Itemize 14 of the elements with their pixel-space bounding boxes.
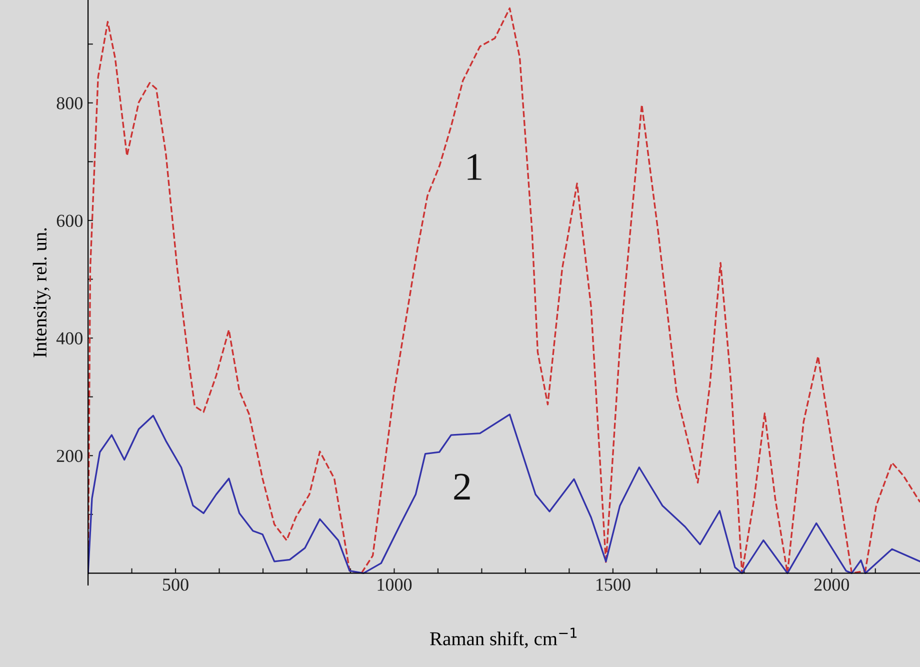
- line-series: [88, 414, 920, 574]
- x-tick-label: 2000: [814, 578, 850, 591]
- y-tick-label: 200: [56, 450, 82, 462]
- y-tick-label: 400: [56, 332, 82, 344]
- y-axis-title: Intensity, rel. un.: [32, 228, 51, 358]
- y-tick-label: 600: [56, 214, 82, 227]
- x-tick-label: 1000: [378, 578, 412, 591]
- line-series: [88, 7, 920, 574]
- x-axis-title: Raman shift, cm$^{−1}$: [430, 628, 577, 648]
- x-tick-label: 1500: [596, 578, 630, 591]
- series-label: 1: [468, 154, 482, 180]
- y-tick-label: 800: [56, 97, 82, 110]
- x-tick-label: 500: [163, 578, 188, 591]
- series-label: 2: [454, 474, 470, 500]
